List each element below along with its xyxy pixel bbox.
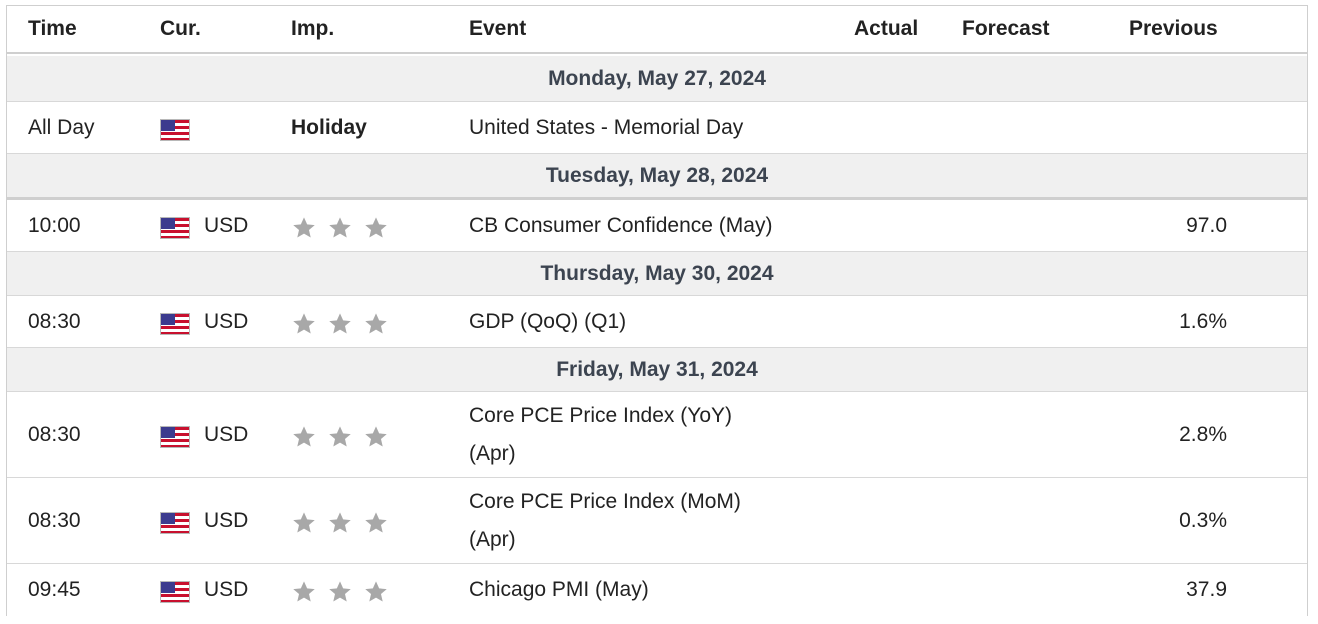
table-row[interactable]: 08:30 USD Core PCE Price Index (YoY) (Ap… (7, 392, 1307, 478)
header-event[interactable]: Event (469, 17, 527, 40)
importance-stars (291, 564, 389, 616)
star-icon (327, 579, 353, 605)
header-time[interactable]: Time (28, 17, 77, 40)
table-header: Time Cur. Imp. Event Actual Forecast Pre… (7, 6, 1307, 54)
economic-calendar-table: Time Cur. Imp. Event Actual Forecast Pre… (6, 5, 1308, 616)
date-label: Monday, May 27, 2024 (548, 66, 766, 90)
date-label: Friday, May 31, 2024 (556, 357, 758, 381)
date-row: Tuesday, May 28, 2024 (7, 154, 1307, 200)
star-icon (363, 510, 389, 536)
event-name[interactable]: CB Consumer Confidence (May) (469, 213, 773, 237)
previous-value: 0.3% (1179, 508, 1227, 532)
date-label: Tuesday, May 28, 2024 (545, 163, 769, 187)
event-name[interactable]: Chicago PMI (May) (469, 578, 649, 601)
star-icon (363, 215, 389, 241)
event-time: 08:30 (28, 422, 81, 446)
star-icon (327, 215, 353, 241)
importance-label: Holiday (291, 115, 367, 139)
previous-value: 97.0 (1186, 213, 1227, 237)
previous-value: 37.9 (1186, 578, 1227, 601)
star-icon (327, 424, 353, 450)
currency-cell: USD (160, 478, 248, 563)
event-name[interactable]: United States - Memorial Day (469, 115, 744, 139)
importance-stars (291, 296, 389, 347)
date-row: Friday, May 31, 2024 (7, 348, 1307, 392)
currency-code: USD (204, 422, 249, 446)
currency-cell: USD (160, 200, 248, 251)
event-name-line: Core PCE Price Index (YoY) (469, 403, 733, 427)
star-icon (291, 510, 317, 536)
header-previous[interactable]: Previous (1129, 17, 1218, 40)
us-flag-icon (160, 425, 190, 448)
currency-code: USD (204, 578, 249, 601)
star-icon (291, 311, 317, 337)
us-flag-icon (160, 216, 190, 239)
header-forecast[interactable]: Forecast (962, 17, 1050, 40)
date-row: Monday, May 27, 2024 (7, 56, 1307, 102)
event-name-line: Core PCE Price Index (MoM) (469, 489, 741, 513)
star-icon (327, 510, 353, 536)
event-time: 08:30 (28, 508, 81, 532)
table-row[interactable]: 10:00 USD CB Consumer Confidence (May) 9… (7, 200, 1307, 252)
currency-cell (160, 102, 204, 153)
star-icon (363, 311, 389, 337)
importance-stars (291, 200, 389, 251)
star-icon (291, 579, 317, 605)
us-flag-icon (160, 312, 190, 335)
importance-stars (291, 392, 389, 477)
us-flag-icon (160, 118, 190, 141)
star-icon (363, 579, 389, 605)
star-icon (327, 311, 353, 337)
previous-value: 2.8% (1179, 422, 1227, 446)
event-name[interactable]: Core PCE Price Index (MoM) (Apr) (469, 478, 829, 563)
header-currency[interactable]: Cur. (160, 17, 201, 40)
event-name-line: (Apr) (469, 527, 516, 551)
event-name[interactable]: Core PCE Price Index (YoY) (Apr) (469, 392, 829, 477)
star-icon (363, 424, 389, 450)
star-icon (291, 215, 317, 241)
table-row[interactable]: All Day Holiday United States - Memorial… (7, 102, 1307, 154)
star-icon (291, 424, 317, 450)
us-flag-icon (160, 511, 190, 534)
currency-code: USD (204, 309, 249, 333)
table-row[interactable]: 08:30 USD Core PCE Price Index (MoM) (Ap… (7, 478, 1307, 564)
event-time: 09:45 (28, 578, 81, 601)
currency-code: USD (204, 508, 249, 532)
header-actual[interactable]: Actual (854, 17, 919, 40)
event-name-line: (Apr) (469, 441, 516, 465)
importance-stars (291, 478, 389, 563)
date-label: Thursday, May 30, 2024 (540, 261, 774, 285)
previous-value: 1.6% (1179, 309, 1227, 333)
currency-cell: USD (160, 296, 248, 347)
us-flag-icon (160, 581, 190, 603)
event-name[interactable]: GDP (QoQ) (Q1) (469, 309, 627, 333)
date-row: Thursday, May 30, 2024 (7, 252, 1307, 296)
currency-code: USD (204, 213, 249, 237)
currency-cell: USD (160, 392, 248, 477)
event-time: All Day (28, 115, 95, 139)
table-row[interactable]: 08:30 USD GDP (QoQ) (Q1) 1.6% (7, 296, 1307, 348)
event-time: 10:00 (28, 213, 81, 237)
currency-cell: USD (160, 564, 248, 616)
event-time: 08:30 (28, 309, 81, 333)
header-importance[interactable]: Imp. (291, 17, 335, 40)
table-row[interactable]: 09:45 USD Chicago PMI (May) 37.9 (7, 564, 1307, 616)
